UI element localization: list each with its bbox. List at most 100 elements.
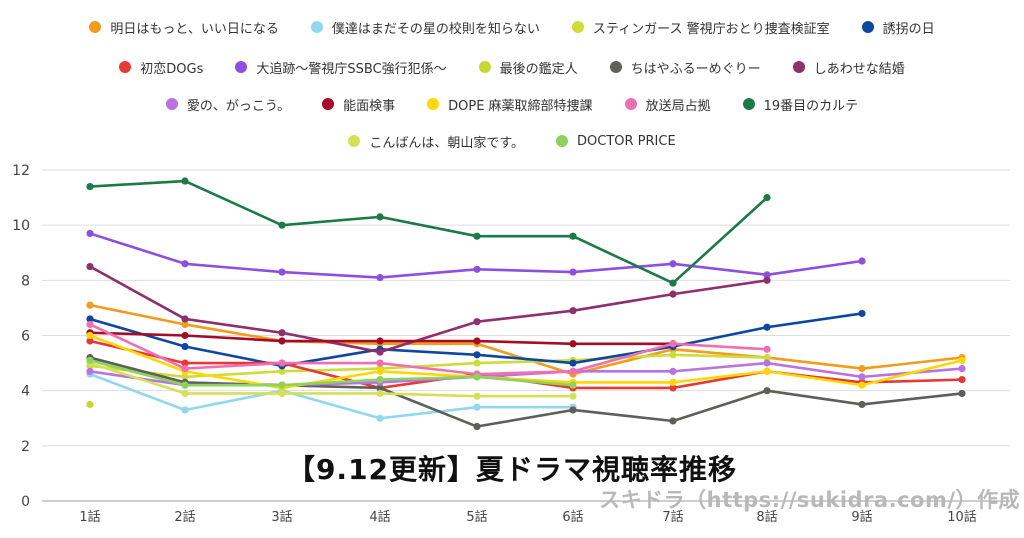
data-point xyxy=(569,268,577,276)
data-point xyxy=(86,331,94,340)
legend-row: こんばんは、朝山家です。 DOCTOR PRICE xyxy=(0,128,1024,154)
data-point xyxy=(376,337,384,345)
legend-item[interactable]: 19番目のカルテ xyxy=(742,95,859,114)
legend-label: 最後の鑑定人 xyxy=(499,61,578,77)
data-point xyxy=(86,400,94,409)
data-point xyxy=(473,373,481,381)
data-point xyxy=(86,356,94,364)
legend-item[interactable]: 最後の鑑定人 xyxy=(478,58,578,77)
data-point xyxy=(376,213,384,221)
data-point xyxy=(473,351,481,359)
legend-item[interactable]: 愛の、がっこう。 xyxy=(165,95,291,114)
legend-row: 明日はもっと、いい日になる 僕達はまだその星の校則を知らない スティンガース 警視庁… xyxy=(0,14,1024,40)
legend-item[interactable]: ちはやふるーめぐりー xyxy=(609,58,761,77)
x-tick-label: 4話 xyxy=(369,509,390,525)
legend-item[interactable]: 放送局占拠 xyxy=(624,95,711,114)
data-point xyxy=(569,359,577,367)
legend-swatch xyxy=(478,61,491,73)
legend-item[interactable]: 僕達はまだその星の校則を知らない xyxy=(310,18,540,37)
data-point xyxy=(669,351,677,359)
x-tick-label: 3話 xyxy=(271,509,292,525)
legend-item[interactable]: DOCTOR PRICE xyxy=(556,134,676,149)
legend-item[interactable]: 能面検事 xyxy=(322,95,395,114)
data-point xyxy=(86,301,94,309)
x-tick-label: 2話 xyxy=(174,509,195,525)
data-point xyxy=(763,276,771,284)
legend-label: 19番目のカルテ xyxy=(763,98,859,114)
data-point xyxy=(278,221,286,229)
legend-item[interactable]: 誘拐の日 xyxy=(861,18,935,37)
legend-item[interactable]: しあわせな結婚 xyxy=(792,58,905,77)
data-point xyxy=(86,320,94,329)
data-point xyxy=(569,367,577,375)
data-point xyxy=(958,376,966,384)
y-tick-label: 12 xyxy=(12,163,30,179)
data-point xyxy=(569,307,577,315)
legend-label: ちはやふるーめぐりー xyxy=(630,61,761,77)
legend-item[interactable]: DOPE 麻薬取締部特捜課 xyxy=(427,95,593,114)
legend-label: 明日はもっと、いい日になる xyxy=(110,21,279,37)
legend-item[interactable]: 初恋DOGs xyxy=(119,58,203,77)
data-point xyxy=(376,376,384,384)
data-point xyxy=(669,340,677,348)
data-point xyxy=(86,315,94,323)
x-tick-label: 8話 xyxy=(756,509,777,525)
series-line xyxy=(88,361,575,398)
data-point xyxy=(858,373,866,381)
legend-label: DOPE 麻薬取締部特捜課 xyxy=(448,98,593,114)
data-point xyxy=(473,337,481,345)
legend-label: 僕達はまだその星の校則を知らない xyxy=(331,21,540,37)
data-point xyxy=(376,273,384,282)
legend-item[interactable]: 大追跡～警視庁SSBC強行犯係～ xyxy=(235,58,447,77)
y-tick-label: 6 xyxy=(21,329,30,345)
data-point xyxy=(86,367,94,375)
legend-swatch xyxy=(861,21,874,33)
series-line xyxy=(88,359,575,387)
data-point xyxy=(278,359,286,367)
data-point xyxy=(569,392,577,400)
data-point xyxy=(181,315,189,323)
data-point xyxy=(763,345,771,353)
legend-swatch xyxy=(556,135,569,147)
data-point xyxy=(278,389,286,398)
legend-item[interactable]: スティンガース 警視庁おとり捜査検証室 xyxy=(571,18,830,37)
data-point xyxy=(763,359,771,367)
x-tick-label: 1話 xyxy=(79,509,100,525)
data-point xyxy=(569,232,577,240)
data-point xyxy=(376,389,384,398)
data-point xyxy=(858,400,866,409)
legend-swatch xyxy=(609,61,622,73)
legend-swatch xyxy=(322,98,335,110)
data-point xyxy=(569,381,577,389)
legend-label: 愛の、がっこう。 xyxy=(186,98,291,114)
data-point xyxy=(181,381,189,389)
data-point xyxy=(669,260,677,268)
data-point xyxy=(763,353,771,362)
data-point xyxy=(376,384,384,392)
x-tick-label: 9話 xyxy=(851,509,872,525)
data-point xyxy=(181,389,189,398)
legend-swatch xyxy=(119,61,132,73)
y-tick-label: 4 xyxy=(21,384,30,400)
legend-swatch xyxy=(235,61,248,73)
data-point xyxy=(86,182,94,191)
legend-swatch xyxy=(742,98,755,110)
legend-item[interactable]: 明日はもっと、いい日になる xyxy=(89,18,279,37)
data-point xyxy=(278,268,286,276)
data-point xyxy=(181,373,189,381)
data-point xyxy=(376,348,384,356)
legend-label: 初恋DOGs xyxy=(140,61,204,77)
data-point xyxy=(763,271,771,279)
data-point xyxy=(376,367,384,375)
legend-label: DOCTOR PRICE xyxy=(577,133,676,149)
series-line xyxy=(88,179,769,285)
legend-label: 放送局占拠 xyxy=(645,98,711,114)
data-point xyxy=(181,365,189,373)
data-point xyxy=(473,232,481,240)
data-point xyxy=(958,365,966,373)
x-tick-label: 6話 xyxy=(562,509,583,525)
legend-swatch xyxy=(427,98,440,110)
legend-item[interactable]: こんばんは、朝山家です。 xyxy=(348,132,524,151)
legend-swatch xyxy=(165,98,178,110)
x-tick-label: 10話 xyxy=(947,509,977,525)
